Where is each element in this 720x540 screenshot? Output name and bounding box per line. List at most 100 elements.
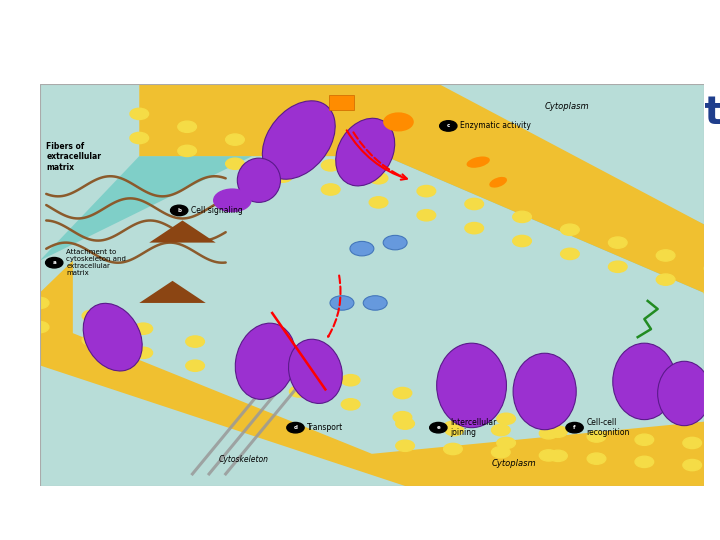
Circle shape: [130, 108, 148, 119]
Circle shape: [513, 211, 531, 222]
Circle shape: [364, 296, 387, 310]
Ellipse shape: [657, 361, 711, 426]
Circle shape: [287, 422, 304, 433]
Polygon shape: [40, 104, 704, 333]
Text: d: d: [294, 425, 297, 430]
Circle shape: [82, 310, 101, 321]
Circle shape: [186, 360, 204, 372]
Circle shape: [657, 274, 675, 285]
Circle shape: [30, 298, 49, 308]
Text: Intercellular
joining: Intercellular joining: [450, 418, 497, 437]
Circle shape: [635, 434, 654, 446]
Circle shape: [330, 296, 354, 310]
Circle shape: [274, 171, 292, 183]
Ellipse shape: [513, 353, 576, 430]
Circle shape: [321, 184, 340, 195]
Circle shape: [214, 189, 251, 212]
Text: a: a: [53, 260, 56, 265]
Circle shape: [497, 413, 516, 424]
Circle shape: [186, 336, 204, 347]
Text: Attachment to
cytoskeleton and
extracellular
matrix: Attachment to cytoskeleton and extracell…: [66, 249, 126, 276]
Circle shape: [445, 424, 464, 436]
Circle shape: [369, 173, 388, 184]
Circle shape: [134, 347, 153, 359]
Polygon shape: [139, 84, 704, 293]
Circle shape: [396, 440, 415, 451]
Circle shape: [82, 334, 101, 346]
Ellipse shape: [235, 323, 296, 400]
Ellipse shape: [613, 343, 676, 420]
Circle shape: [440, 121, 457, 131]
Polygon shape: [40, 261, 704, 486]
Circle shape: [561, 248, 579, 260]
Circle shape: [465, 222, 484, 234]
Circle shape: [289, 362, 308, 373]
Text: b: b: [177, 208, 181, 213]
Circle shape: [350, 241, 374, 256]
Circle shape: [465, 198, 484, 210]
Ellipse shape: [238, 158, 281, 202]
Text: Fibers of
extracellular
matrix: Fibers of extracellular matrix: [46, 142, 102, 172]
Circle shape: [417, 210, 436, 221]
Text: Enzymatic activity: Enzymatic activity: [460, 122, 531, 131]
Circle shape: [274, 147, 292, 158]
Circle shape: [130, 132, 148, 144]
Text: Cell-cell
recognition: Cell-cell recognition: [587, 418, 630, 437]
Ellipse shape: [436, 343, 506, 428]
Ellipse shape: [467, 157, 490, 168]
Circle shape: [445, 400, 464, 411]
Text: Cell signaling: Cell signaling: [191, 206, 243, 215]
Circle shape: [178, 145, 197, 157]
Circle shape: [635, 456, 654, 468]
Circle shape: [704, 263, 720, 274]
Circle shape: [393, 411, 412, 423]
Polygon shape: [139, 281, 206, 303]
Circle shape: [238, 373, 256, 384]
Bar: [329, 94, 354, 110]
Circle shape: [683, 460, 701, 471]
Ellipse shape: [262, 101, 336, 179]
Circle shape: [30, 321, 49, 333]
Circle shape: [225, 158, 244, 170]
Circle shape: [383, 235, 407, 250]
Circle shape: [289, 386, 308, 397]
Circle shape: [566, 422, 583, 433]
Circle shape: [45, 258, 63, 268]
Circle shape: [341, 375, 360, 386]
Circle shape: [497, 437, 516, 449]
Circle shape: [513, 235, 531, 247]
Circle shape: [341, 399, 360, 410]
Ellipse shape: [336, 118, 395, 186]
Text: f: f: [573, 425, 576, 430]
Circle shape: [225, 134, 244, 145]
FancyArrowPatch shape: [328, 275, 341, 337]
Text: Cytoplasm: Cytoplasm: [544, 102, 589, 111]
Circle shape: [492, 447, 510, 458]
Circle shape: [171, 205, 188, 215]
Circle shape: [444, 443, 462, 455]
Circle shape: [321, 160, 340, 171]
Circle shape: [539, 450, 558, 461]
Circle shape: [539, 428, 558, 439]
Circle shape: [396, 418, 415, 429]
Circle shape: [657, 250, 675, 261]
Circle shape: [588, 453, 606, 464]
Circle shape: [178, 121, 197, 132]
Text: e: e: [436, 425, 440, 430]
Ellipse shape: [490, 177, 507, 187]
Ellipse shape: [84, 303, 142, 371]
Circle shape: [369, 197, 388, 208]
Text: Functions of membrane proteins: Functions of membrane proteins: [100, 94, 720, 132]
Text: Cytoskeleton: Cytoskeleton: [219, 455, 269, 464]
Circle shape: [608, 237, 627, 248]
Circle shape: [683, 437, 701, 449]
Text: Dr Edmund Crampin, Department of Engineering Science: Dr Edmund Crampin, Department of Enginee…: [100, 456, 420, 466]
Circle shape: [238, 349, 256, 360]
Circle shape: [704, 287, 720, 298]
Circle shape: [492, 424, 510, 436]
Circle shape: [134, 323, 153, 334]
Polygon shape: [149, 220, 216, 242]
Circle shape: [417, 185, 436, 197]
Circle shape: [549, 426, 567, 437]
Circle shape: [561, 224, 579, 235]
